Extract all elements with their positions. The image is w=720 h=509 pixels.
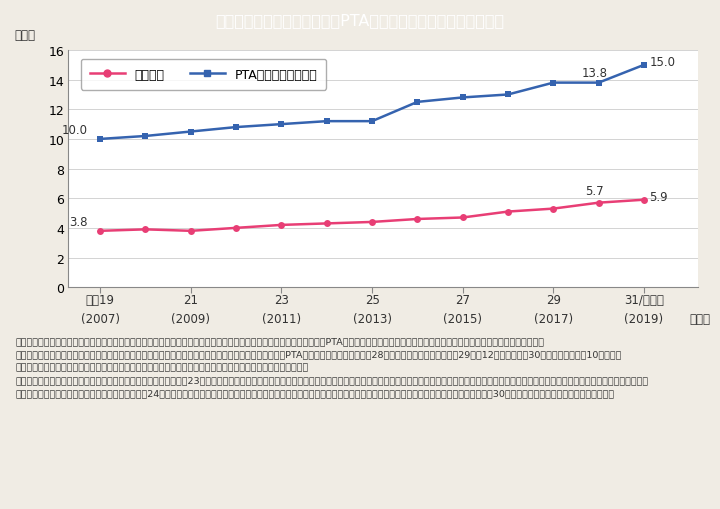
Text: (2017): (2017) <box>534 312 573 325</box>
Text: (2009): (2009) <box>171 312 210 325</box>
Text: 3.8: 3.8 <box>70 216 88 229</box>
Text: （備考）１．自治会長は，内閣府「地方公共団体における男女共同参画社会の形成又は女性に関する施策の推進状況」，PTA会長（小中学校）は内閣府「女性の政策・方針決定: （備考）１．自治会長は，内閣府「地方公共団体における男女共同参画社会の形成又は女… <box>16 336 649 398</box>
Text: (2011): (2011) <box>262 312 301 325</box>
Text: 25: 25 <box>364 293 379 306</box>
Text: 31/令和元: 31/令和元 <box>624 293 664 306</box>
Text: Ｉ－３－２図　自治会長及びPTA会長に占める女性の割合の推移: Ｉ－３－２図 自治会長及びPTA会長に占める女性の割合の推移 <box>215 13 505 29</box>
Text: 10.0: 10.0 <box>61 124 87 137</box>
Text: (2019): (2019) <box>624 312 664 325</box>
Text: (2015): (2015) <box>444 312 482 325</box>
Text: (2007): (2007) <box>81 312 120 325</box>
Text: 23: 23 <box>274 293 289 306</box>
Text: 5.9: 5.9 <box>649 190 668 203</box>
Text: 13.8: 13.8 <box>582 67 608 79</box>
Text: 29: 29 <box>546 293 561 306</box>
Text: 27: 27 <box>455 293 470 306</box>
Text: 21: 21 <box>184 293 198 306</box>
Text: （％）: （％） <box>15 29 36 41</box>
Text: （年）: （年） <box>689 312 711 325</box>
Text: 平成19: 平成19 <box>86 293 114 306</box>
Text: 5.7: 5.7 <box>585 185 603 198</box>
Text: 15.0: 15.0 <box>649 55 675 69</box>
Legend: 自治会長, PTA会長（小中学校）: 自治会長, PTA会長（小中学校） <box>81 60 326 91</box>
Text: (2013): (2013) <box>353 312 392 325</box>
